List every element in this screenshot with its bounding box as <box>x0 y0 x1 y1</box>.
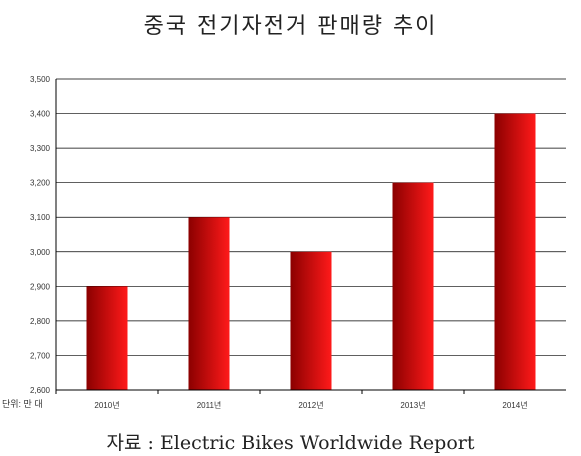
y-tick-label: 3,300 <box>30 144 51 153</box>
x-axis-ticks: 2010년 2011년 2012년 2013년 2014년 <box>55 390 528 410</box>
y-tick-label: 3,100 <box>30 213 51 222</box>
y-tick-label: 2,900 <box>30 282 51 291</box>
x-tick-label: 2014년 <box>502 400 527 410</box>
source-note: 자료 : Electric Bikes Worldwide Report <box>106 432 475 454</box>
bar-2012년 <box>290 251 332 390</box>
y-tick-label: 2,800 <box>30 317 51 326</box>
y-axis-ticks: 2,600 2,700 2,800 2,900 3,000 3,100 3,200 3,300… <box>30 75 51 395</box>
x-tick-label: 2010년 <box>94 400 119 410</box>
bars <box>86 113 536 391</box>
bar-2011년 <box>188 217 230 390</box>
chart-title: 중국 전기자전거 판매량 추이 <box>143 14 438 39</box>
y-tick-label: 2,600 <box>30 386 51 395</box>
x-tick-label: 2012년 <box>298 400 323 410</box>
bar-2013년 <box>392 182 434 390</box>
y-tick-label: 2,700 <box>30 351 51 360</box>
y-tick-label: 3,400 <box>30 110 51 119</box>
bar-2014년 <box>494 113 536 391</box>
y-tick-label: 3,200 <box>30 179 51 188</box>
x-tick-label: 2011년 <box>197 400 222 410</box>
y-tick-label: 3,500 <box>30 75 51 84</box>
x-tick-label: 2013년 <box>400 400 425 410</box>
y-tick-label: 3,000 <box>30 248 51 257</box>
unit-label: 단위: 만 대 <box>2 399 43 409</box>
bar-2010년 <box>86 286 128 390</box>
